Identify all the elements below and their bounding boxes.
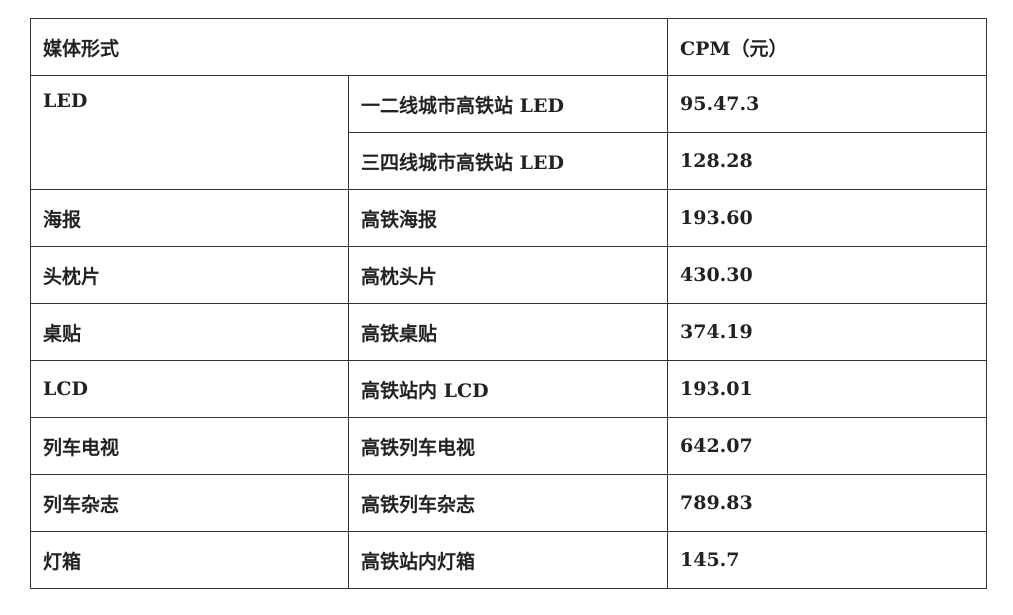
item-cell: 高铁站内灯箱 — [347, 531, 669, 589]
category-cell: 列车杂志 — [30, 474, 349, 532]
cpm-cell: 789.83 — [667, 474, 988, 532]
header-row: 媒体形式 CPM（元） — [29, 18, 988, 76]
cpm-cell: 642.07 — [667, 417, 988, 475]
cpm-cell: 374.19 — [667, 303, 988, 361]
cpm-cell: 193.01 — [667, 360, 988, 418]
cpm-table: 媒体形式 CPM（元） LED 一二线城市高铁站 LED 95.47.3 三四线… — [29, 18, 988, 589]
cpm-cell: 193.60 — [667, 189, 988, 247]
item-cell: 高铁列车杂志 — [347, 474, 669, 532]
header-cpm: CPM（元） — [667, 18, 988, 76]
category-cell: 灯箱 — [30, 531, 349, 589]
category-cell: LED — [30, 75, 349, 190]
table-row: 桌贴 高铁桌贴 374.19 — [30, 303, 988, 361]
cpm-cell: 128.28 — [667, 132, 988, 190]
table-row: 海报 高铁海报 193.60 — [30, 189, 988, 247]
category-cell: 列车电视 — [30, 417, 349, 475]
category-cell: 桌贴 — [30, 303, 349, 361]
category-cell: 头枕片 — [30, 246, 349, 304]
table-row: 三四线城市高铁站 LED 128.28 — [31, 132, 988, 190]
header-media-form: 媒体形式 — [29, 18, 669, 76]
cpm-cell: 145.7 — [667, 531, 988, 589]
cpm-cell: 95.47.3 — [667, 75, 988, 133]
table-row: 灯箱 高铁站内灯箱 145.7 — [30, 531, 988, 589]
item-cell: 一二线城市高铁站 LED — [347, 75, 669, 133]
item-cell: 高铁列车电视 — [347, 417, 669, 475]
cpm-cell: 430.30 — [667, 246, 988, 304]
table-row: 列车杂志 高铁列车杂志 789.83 — [30, 474, 988, 532]
item-cell: 高铁站内 LCD — [347, 360, 669, 418]
table-row: LCD 高铁站内 LCD 193.01 — [30, 360, 988, 418]
item-cell: 高铁桌贴 — [347, 303, 669, 361]
table-row: LED 一二线城市高铁站 LED 95.47.3 — [30, 75, 988, 190]
item-cell: 高铁海报 — [347, 189, 669, 247]
category-cell: LCD — [30, 360, 349, 418]
item-cell: 三四线城市高铁站 LED — [347, 132, 669, 190]
table-row: 头枕片 高枕头片 430.30 — [30, 246, 988, 304]
table-row: 列车电视 高铁列车电视 642.07 — [30, 417, 988, 475]
item-cell: 高枕头片 — [347, 246, 669, 304]
category-cell: 海报 — [30, 189, 349, 247]
